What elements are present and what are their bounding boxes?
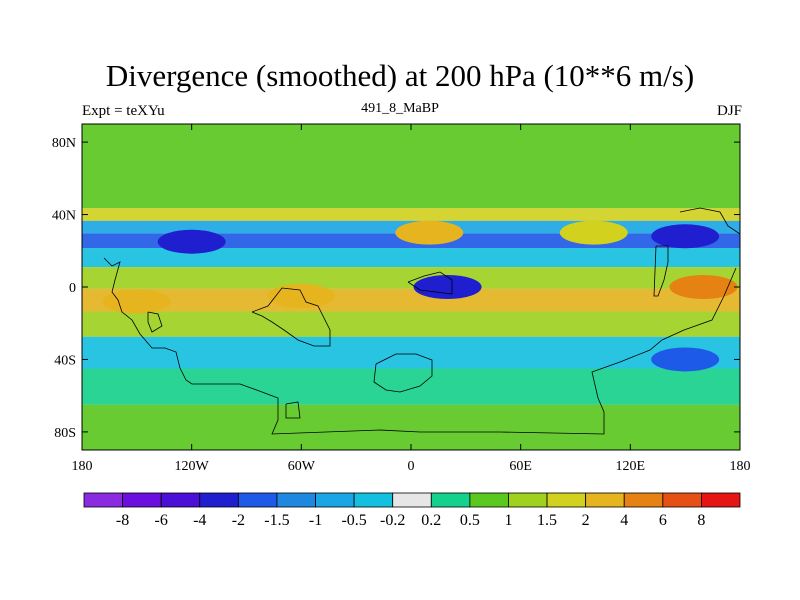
colorbar-label: -0.5 [341,512,366,529]
colorbar-box [392,492,432,508]
colorbar-label: -0.2 [380,512,405,529]
field-band [82,336,740,369]
field-blob [559,220,628,245]
y-tick-label: 40S [54,353,76,368]
x-tick-label: 120E [616,459,646,474]
colorbar-label: 0.2 [421,512,441,529]
season-label: DJF [716,103,742,119]
colorbar-box [469,492,509,508]
field-band [82,368,740,405]
colorbar-box [83,492,123,508]
field-blob [651,347,720,372]
chart-title: Divergence (smoothed) at 200 hPa (10**6 … [105,58,695,93]
y-tick-label: 80N [52,136,76,151]
x-tick-label: 0 [408,459,415,474]
field-blob [651,224,720,249]
map-axes: 80N 40N 0 40S 80S 180 120W 60W 0 60E 120E 180 [52,124,751,474]
colorbar-box [430,492,471,508]
x-tick-label: 60E [509,459,532,474]
colorbar-box [315,492,355,508]
x-tick-label: 120W [175,459,210,474]
field-band [82,267,740,289]
colorbar-label: 1.5 [537,512,557,529]
colorbar-label: -1 [309,512,322,529]
field-blob [669,275,738,299]
x-tick-label: 180 [72,459,93,474]
field-blob [395,220,464,245]
field-band [82,311,740,337]
field-band [82,124,740,209]
colorbar-label: 8 [697,512,705,529]
colorbar-label: 1 [504,512,512,529]
period-label: 491_8_MaBP [361,101,439,116]
colorbar-box [353,492,394,508]
field-blob [267,284,336,309]
field-blob [102,289,171,314]
field-blob [157,229,226,254]
colorbar-label: 4 [620,512,628,529]
field-band [82,208,740,221]
colorbar-label: -2 [232,512,245,529]
colorbar-label: -8 [116,512,129,529]
colorbar-box [276,492,316,508]
colorbar-label: 0.5 [460,512,480,529]
x-tick-label: 180 [730,459,751,474]
colorbar-box [160,492,201,508]
colorbar-label: 2 [582,512,590,529]
field-band [82,404,740,450]
y-tick-label: 0 [69,281,76,296]
colorbar-box [701,492,741,508]
divergence-field [82,124,740,450]
colorbar-label: -1.5 [264,512,289,529]
colorbar-box [122,492,162,508]
colorbar-box [237,492,278,508]
y-tick-label: 80S [54,426,76,441]
coastline-outline [103,207,740,435]
colorbar-label: -6 [155,512,168,529]
y-tick-label: 40N [52,209,76,224]
field-band [82,248,740,268]
colorbar-box [623,492,664,508]
colorbar: -8 -6 -4 -2 -1.5 -1 -0.5 -0.2 0.2 0.5 1 1.5 2 4 6 8 [83,492,741,529]
colorbar-box [662,492,702,508]
colorbar-label: -4 [193,512,206,529]
field-blob [413,275,482,299]
colorbar-label: 6 [659,512,667,529]
colorbar-box [546,492,587,508]
field-band [82,288,740,312]
experiment-label: Expt = teXYu [82,103,165,119]
colorbar-box [199,492,239,508]
colorbar-box [508,492,548,508]
x-tick-label: 60W [288,459,316,474]
colorbar-box [585,492,625,508]
